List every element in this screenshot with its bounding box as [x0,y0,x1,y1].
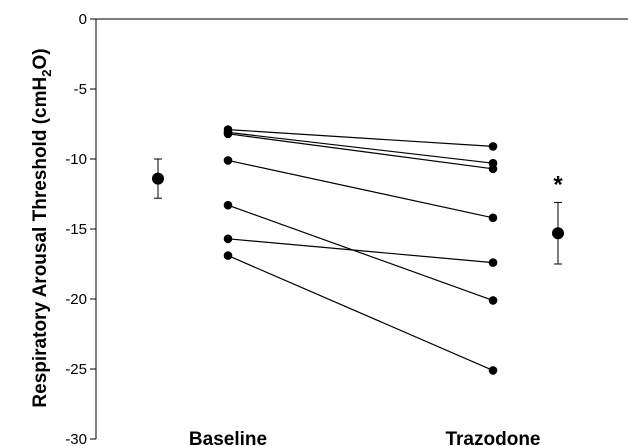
summary-markers: * [152,158,564,265]
y-tick-label: -20 [65,291,87,308]
axes [95,18,628,439]
subject-line [227,255,494,371]
y-tick-label: -30 [65,431,87,446]
subject-line [227,238,494,264]
baseline-point [223,156,233,165]
baseline-point [223,200,233,210]
individual-points [223,125,498,375]
individual-lines [227,129,494,371]
subject-line [227,204,494,301]
trazodone-point [488,258,498,267]
baseline-point [223,251,233,260]
y-tick-label: -25 [65,361,87,378]
category-label: Trazodone [445,429,540,446]
subject-line [227,133,494,170]
trazodone-point [488,213,498,223]
subject-line [227,159,494,219]
subject-line [227,129,494,147]
y-axis-ticks: 0 -5 -10 -15 -20 -25 -30 [65,11,96,446]
trazodone-point [488,366,498,375]
y-axis-title: Respiratory Arousal Threshold (cmH2O) [30,48,54,407]
y-tick-label: -5 [74,81,87,98]
y-tick-label: 0 [79,11,87,28]
trazodone-point [488,296,498,305]
category-label: Baseline [189,429,267,446]
category-labels: Baseline Trazodone [189,429,541,446]
baseline-point [223,234,233,244]
y-tick-label: -15 [65,221,87,238]
subject-line [227,131,494,164]
mean-point [152,172,164,185]
significance-marker: * [553,171,563,198]
mean-point [552,227,564,240]
trazodone-point [488,142,498,151]
y-tick-label: -10 [65,151,87,168]
baseline-point [223,129,233,139]
trazodone-point [488,164,498,174]
